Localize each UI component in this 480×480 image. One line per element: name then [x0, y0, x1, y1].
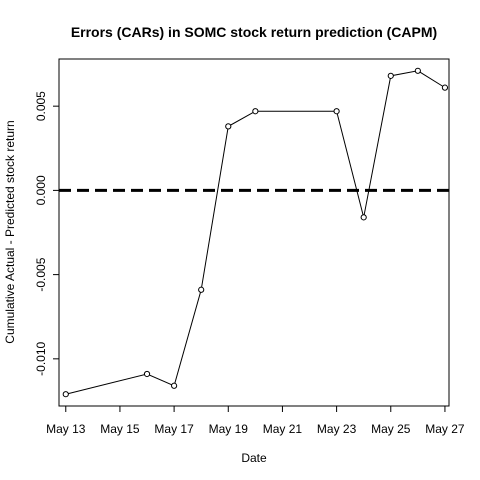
- data-point: [143, 370, 151, 378]
- data-point: [198, 286, 205, 293]
- y-axis: -0.010 -0.005 0.000 0.005: [34, 91, 59, 376]
- data-point: [171, 382, 178, 389]
- x-tick-label: May 23: [317, 422, 357, 436]
- x-tick-label: May 15: [100, 422, 140, 436]
- data-point: [414, 67, 421, 74]
- data-point: [62, 391, 69, 398]
- x-tick-label: May 21: [263, 422, 303, 436]
- plot-frame: [58, 58, 450, 407]
- y-tick-label: 0.000: [34, 175, 48, 205]
- x-axis: May 13 May 15 May 17 May 19 May 21 May 23 May …: [46, 406, 465, 436]
- y-tick-label: -0.010: [34, 341, 48, 375]
- data-point: [360, 214, 367, 221]
- x-tick-label: May 27: [425, 422, 465, 436]
- y-tick-label: -0.005: [34, 257, 48, 291]
- chart-title: Errors (CARs) in SOMC stock return predi…: [71, 24, 437, 40]
- x-tick-label: May 17: [154, 422, 194, 436]
- x-tick-label: May 19: [209, 422, 249, 436]
- data-point: [441, 84, 449, 91]
- data-point: [225, 123, 232, 130]
- data-point: [252, 108, 259, 115]
- x-tick-label: May 25: [371, 422, 411, 436]
- series-line: [65, 70, 446, 395]
- data-point: [333, 108, 340, 115]
- x-axis-label: Date: [241, 451, 267, 465]
- data-points: [62, 67, 449, 398]
- y-axis-label: Cumulative Actual - Predicted stock retu…: [3, 120, 17, 343]
- y-tick-label: 0.005: [34, 91, 48, 121]
- x-tick-label: May 13: [46, 422, 86, 436]
- data-point: [387, 72, 394, 79]
